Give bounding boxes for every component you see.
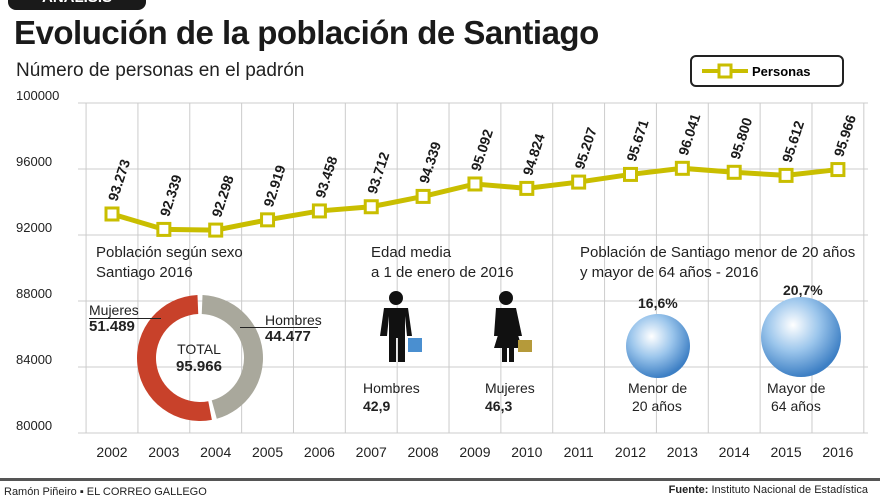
- x-tick-label: 2002: [96, 444, 127, 460]
- mayor-pct: 20,7%: [783, 282, 823, 298]
- data-point: [208, 222, 224, 238]
- sex-title-1: Población según sexo: [96, 244, 243, 261]
- x-tick-label: 2013: [667, 444, 698, 460]
- data-point: [778, 167, 794, 183]
- section-badge: ANÁLISIS: [8, 0, 146, 10]
- data-point: [726, 164, 742, 180]
- sex-donut: [137, 295, 264, 421]
- sex-title-2: Santiago 2016: [96, 264, 193, 281]
- x-tick-label: 2007: [356, 444, 387, 460]
- x-tick-label: 2005: [252, 444, 283, 460]
- source: Fuente: Instituto Nacional de Estadístic…: [669, 484, 868, 495]
- data-label: 93.273: [105, 157, 134, 203]
- data-label: 93.458: [312, 154, 341, 200]
- donut-slice-mujeres: [137, 295, 212, 421]
- mujeres-leader-line: [89, 318, 161, 319]
- menor-bubble: [626, 314, 690, 378]
- age-title-1: Edad media: [371, 244, 452, 261]
- x-tick-label: 2008: [408, 444, 439, 460]
- hombres-leader-line: [240, 327, 318, 328]
- data-label: 92.298: [208, 173, 237, 219]
- data-point: [623, 166, 638, 182]
- legend-label: Personas: [752, 64, 811, 79]
- donut-slice-hombres: [201, 295, 264, 419]
- data-label: 95.092: [468, 127, 497, 173]
- mayor-bubble: [761, 297, 841, 377]
- y-tick-label: 100000: [16, 88, 59, 103]
- credit: Ramón Piñeiro ▪ EL CORREO GALLEGO: [4, 486, 207, 495]
- mayor-label-1: Mayor de: [767, 380, 826, 396]
- mayor-label-2: 64 años: [771, 398, 821, 414]
- total-label: TOTAL: [177, 341, 221, 357]
- total-value: 95.966: [176, 358, 222, 375]
- age-mujeres-label: Mujeres: [485, 380, 535, 396]
- chart-title: Evolución de la población de Santiago: [14, 14, 599, 51]
- x-tick-label: 2014: [719, 444, 750, 460]
- mujeres-value: 51.489: [89, 318, 135, 335]
- x-tick-label: 2009: [459, 444, 490, 460]
- mujeres-label: Mujeres: [89, 302, 139, 318]
- age-hombres-value: 42,9: [363, 398, 391, 414]
- data-point: [156, 221, 172, 237]
- data-label: 93.712: [364, 150, 393, 196]
- data-label: 95.612: [779, 118, 808, 164]
- data-label: 92.339: [156, 172, 185, 218]
- woman-icon: [494, 291, 532, 362]
- share-title-2: y mayor de 64 años - 2016: [580, 264, 759, 281]
- y-tick-label: 92000: [16, 220, 52, 235]
- line-chart: 100000 96000 92000 88000 84000 80000 2002 2003…: [16, 88, 868, 460]
- legend: Personas: [690, 55, 844, 87]
- data-label: 94.824: [519, 131, 548, 177]
- x-tick-label: 2012: [615, 444, 646, 460]
- data-point: [571, 174, 587, 190]
- age-mujeres-value: 46,3: [485, 398, 513, 414]
- data-label: 96.041: [675, 111, 704, 157]
- data-label: 95.800: [727, 115, 756, 161]
- y-tick-label: 80000: [16, 418, 52, 433]
- data-label: 95.671: [623, 117, 652, 163]
- x-tick-label: 2015: [770, 444, 801, 460]
- data-point: [830, 162, 846, 178]
- chart-subtitle: Número de personas en el padrón: [16, 60, 305, 81]
- data-label: 94.339: [416, 139, 445, 185]
- data-label: 92.919: [260, 163, 289, 209]
- source-label: Fuente:: [668, 484, 709, 495]
- age-hombres-label: Hombres: [363, 380, 420, 396]
- data-point: [260, 212, 276, 228]
- data-label: 95.207: [571, 125, 600, 171]
- data-point: [104, 206, 120, 222]
- hombres-value: 44.477: [265, 328, 311, 345]
- y-tick-label: 84000: [16, 352, 52, 367]
- data-point: [467, 176, 483, 192]
- x-tick-label: 2006: [304, 444, 335, 460]
- data-point: [415, 188, 431, 204]
- x-tick-label: 2016: [822, 444, 853, 460]
- share-title-1: Población de Santiago menor de 20 años: [580, 244, 856, 261]
- menor-label-2: 20 años: [632, 398, 682, 414]
- age-title-2: a 1 de enero de 2016: [371, 264, 514, 281]
- source-text: Instituto Nacional de Estadística: [711, 484, 868, 495]
- menor-pct: 16,6%: [638, 295, 678, 311]
- data-point: [363, 199, 379, 215]
- x-tick-label: 2003: [148, 444, 179, 460]
- menor-label-1: Menor de: [628, 380, 688, 396]
- x-tick-label: 2004: [200, 444, 231, 460]
- man-icon: [380, 291, 422, 362]
- data-point: [519, 180, 535, 196]
- data-label: 95.966: [831, 113, 860, 159]
- x-tick-label: 2011: [564, 444, 594, 460]
- y-tick-label: 88000: [16, 286, 52, 301]
- y-tick-label: 96000: [16, 154, 52, 169]
- hombres-label: Hombres: [265, 312, 322, 328]
- data-point: [674, 160, 690, 176]
- x-tick-label: 2010: [511, 444, 542, 460]
- footer-divider: [0, 478, 880, 481]
- legend-swatch-icon: [702, 63, 748, 79]
- data-point: [311, 203, 327, 219]
